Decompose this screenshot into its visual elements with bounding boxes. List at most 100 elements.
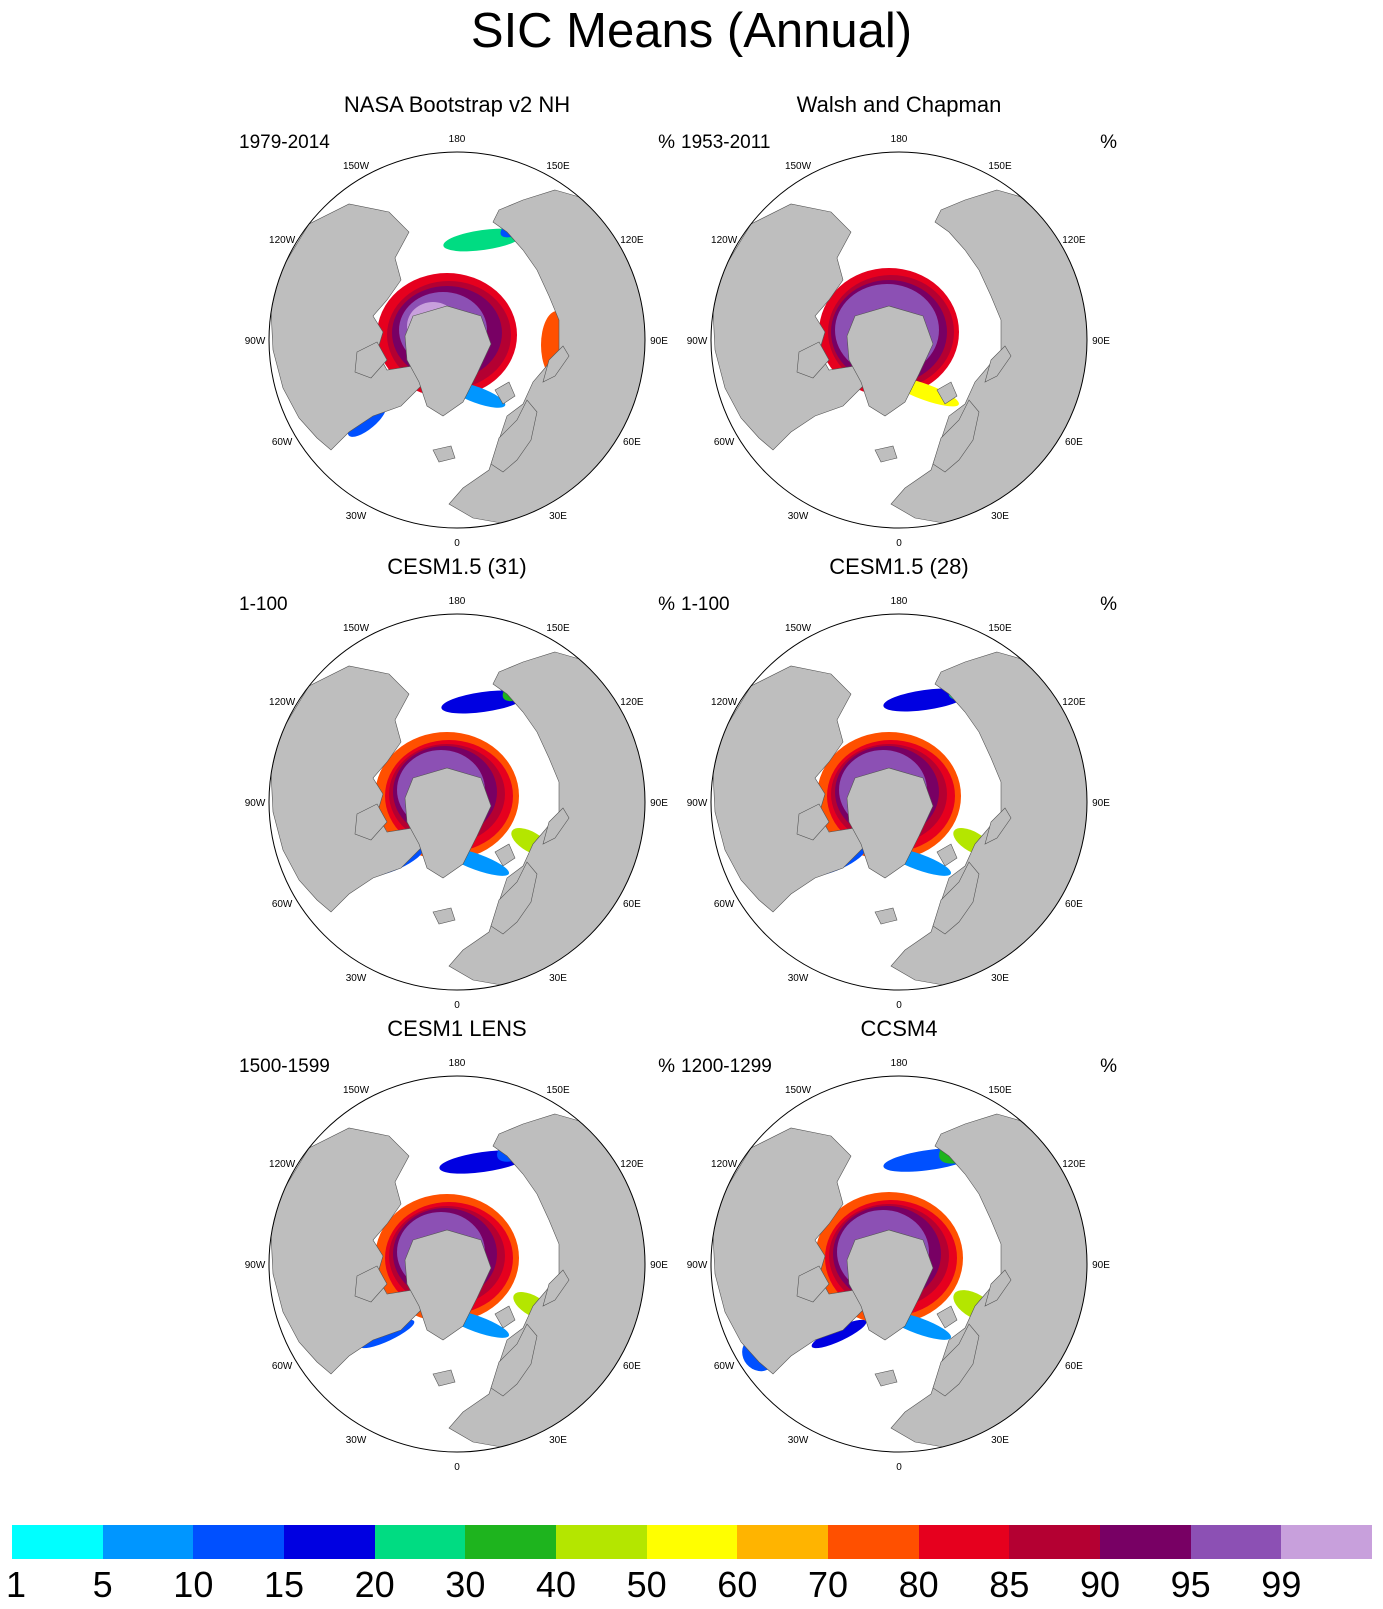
- longitude-label: 30W: [346, 973, 367, 984]
- land-mass: [542, 807, 570, 845]
- map-border: [268, 1075, 646, 1453]
- longitude-label: 30E: [549, 1435, 567, 1446]
- longitude-label: 150W: [343, 161, 370, 172]
- longitude-label: 120E: [1062, 1159, 1086, 1170]
- longitude-label: 90W: [245, 336, 266, 347]
- colorbar-segment: [284, 1525, 375, 1559]
- colorbar-tick-label: 15: [263, 1564, 305, 1605]
- land-mass: [542, 1269, 570, 1307]
- longitude-label: 30E: [991, 1435, 1009, 1446]
- longitude-label: 150E: [988, 623, 1012, 634]
- longitude-label: 90E: [650, 1260, 668, 1271]
- longitude-label: 120E: [1062, 235, 1086, 246]
- longitude-label: 60E: [1065, 1361, 1083, 1372]
- longitude-label: 150E: [546, 161, 570, 172]
- longitude-label: 90E: [1092, 798, 1110, 809]
- panel-period: 1-100: [239, 594, 288, 615]
- longitude-label: 90E: [650, 336, 668, 347]
- land-mass: [874, 907, 898, 925]
- panel-unit: %: [1100, 594, 1117, 615]
- longitude-label: 60E: [1065, 437, 1083, 448]
- longitude-label: 180: [891, 134, 908, 145]
- longitude-label: 0: [454, 1462, 460, 1473]
- colorbar-tick-label: 99: [1261, 1564, 1302, 1605]
- map-border: [710, 1075, 1088, 1453]
- land-mass: [270, 1127, 422, 1375]
- colorbar-segment: [918, 1525, 1010, 1559]
- colorbar-tick-label: 90: [1079, 1564, 1121, 1605]
- colorbar-labels: 1 5 10 15 20 30 40 50 60 70 80 85 90 95 99: [0, 1565, 1383, 1605]
- colorbar-tick-label: 20: [354, 1564, 395, 1605]
- longitude-label: 150W: [343, 623, 370, 634]
- longitude-label: 150W: [785, 1085, 812, 1096]
- land-mass: [490, 1323, 538, 1397]
- map-border: [268, 613, 646, 991]
- panel-title: CESM1 LENS: [387, 1016, 527, 1041]
- land-mass: [846, 1229, 934, 1341]
- longitude-label: 150W: [343, 1085, 370, 1096]
- land-mass: [712, 1127, 864, 1375]
- longitude-label: 120E: [620, 235, 644, 246]
- longitude-label: 60W: [272, 1361, 293, 1372]
- land-mass: [932, 861, 980, 935]
- map-panel-cesm15-31: CESM1.5 (31) 1-100% 180 150E 120E 90E 60E 30E 0 3…: [237, 554, 677, 1014]
- longitude-label: 180: [891, 1058, 908, 1069]
- polar-map: 180 150E 120E 90E 60E 30E 0 30W 60W 90W 120W 150W: [245, 1058, 669, 1473]
- land-mass: [712, 203, 864, 451]
- colorbar-tick-label: 50: [626, 1564, 667, 1605]
- panel-title: CESM1.5 (28): [829, 554, 969, 579]
- longitude-label: 120E: [620, 1159, 644, 1170]
- colorbar-segment: [1281, 1525, 1373, 1559]
- longitude-label: 120W: [269, 697, 296, 708]
- longitude-label: 60E: [1065, 899, 1083, 910]
- land-mass: [354, 803, 388, 841]
- longitude-label: 120W: [711, 697, 738, 708]
- land-mass: [404, 1229, 492, 1341]
- longitude-label: 90W: [687, 1260, 708, 1271]
- longitude-label: 30E: [991, 511, 1009, 522]
- panel-title: NASA Bootstrap v2 NH: [343, 92, 571, 117]
- polar-map: 180 150E 120E 90E 60E 30E 0 30W 60W 90W 120W 150W: [245, 134, 669, 549]
- land-mass: [494, 1305, 516, 1329]
- longitude-label: 120E: [620, 697, 644, 708]
- map-border: [710, 151, 1088, 529]
- longitude-label: 0: [454, 1000, 460, 1011]
- colorbar-segment: [646, 1525, 738, 1559]
- panel-title: Walsh and Chapman: [796, 92, 1002, 117]
- land-mass: [936, 381, 958, 405]
- colorbar-segment: [193, 1525, 285, 1559]
- colorbar-tick-label: 60: [717, 1564, 758, 1605]
- land-mass: [846, 305, 934, 417]
- colorbar-tick-label: 10: [173, 1564, 214, 1605]
- land-mass: [494, 381, 516, 405]
- longitude-label: 120W: [711, 1159, 738, 1170]
- colorbar-segment: [102, 1525, 194, 1559]
- panel-period: 1-100: [681, 594, 730, 615]
- longitude-label: 120W: [711, 235, 738, 246]
- colorbar-segment: [374, 1525, 466, 1559]
- land-mass: [432, 445, 456, 463]
- panel-unit: %: [1100, 1056, 1117, 1077]
- longitude-label: 180: [891, 596, 908, 607]
- colorbar-segment: [737, 1525, 829, 1559]
- longitude-label: 180: [449, 596, 466, 607]
- longitude-label: 0: [896, 538, 902, 549]
- colorbar: [12, 1525, 1373, 1559]
- longitude-label: 120W: [269, 235, 296, 246]
- longitude-label: 60W: [272, 899, 293, 910]
- land-mass: [712, 665, 864, 913]
- land-mass: [432, 907, 456, 925]
- map-border: [268, 151, 646, 529]
- longitude-label: 90E: [1092, 336, 1110, 347]
- map-panel-cesm15-28: CESM1.5 (28) 1-100% 180 150E 120E 90E 60E 30E 0 3…: [679, 554, 1119, 1014]
- colorbar-segment: [828, 1525, 919, 1559]
- land-mass: [432, 1369, 456, 1387]
- longitude-label: 60E: [623, 1361, 641, 1372]
- panel-period: 1200-1299: [681, 1056, 772, 1077]
- longitude-label: 0: [454, 538, 460, 549]
- land-mass: [542, 345, 570, 383]
- polar-map: 180 150E 120E 90E 60E 30E 0 30W 60W 90W 120W 150W: [687, 134, 1111, 549]
- land-mass: [796, 1265, 830, 1303]
- colorbar-tick-label: 1: [5, 1564, 27, 1605]
- longitude-label: 180: [449, 134, 466, 145]
